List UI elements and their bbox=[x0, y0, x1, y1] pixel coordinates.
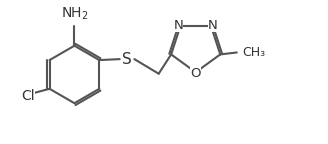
Text: CH₃: CH₃ bbox=[243, 46, 266, 59]
Text: N: N bbox=[174, 19, 183, 32]
Text: S: S bbox=[122, 52, 132, 67]
Text: N: N bbox=[208, 19, 218, 32]
Text: O: O bbox=[191, 67, 201, 80]
Text: Cl: Cl bbox=[21, 89, 35, 103]
Text: NH$_2$: NH$_2$ bbox=[61, 5, 88, 22]
